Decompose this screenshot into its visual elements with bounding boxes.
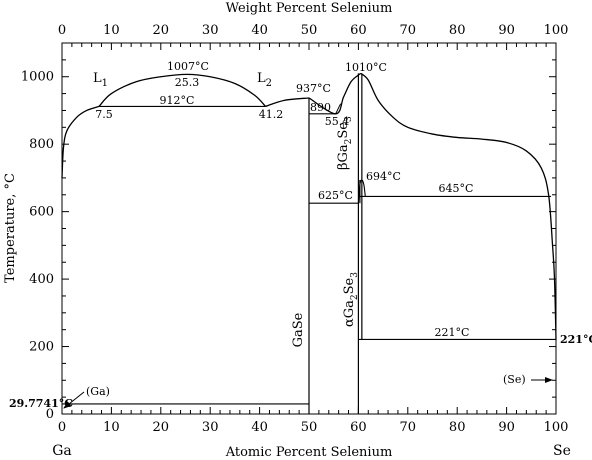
liquidus-curve [360,72,557,340]
ann-890: 890 [310,101,331,114]
ann-937: 937°C [296,82,331,95]
y-axis-title: Temperature, °C [3,173,18,283]
liquidus-curve [61,105,100,178]
label-ga-phase: (Ga) [86,385,110,398]
transition-loop [357,179,366,204]
x-top-tick-label: 0 [58,23,66,38]
ann-29-7741: 29.7741°C [9,397,73,410]
x-top-tick-label: 90 [498,23,515,38]
ann-41-2: 41.2 [259,108,284,121]
compound-lines [308,73,366,414]
x-bottom-tick-label: 100 [544,420,569,435]
x-bottom-tick-label: 50 [301,420,318,435]
x-bottom-tick-label: 80 [449,420,466,435]
liquidus-curve [265,97,310,108]
x-bottom-tick-label: 20 [153,420,170,435]
label-se-phase: (Se) [503,373,526,386]
ann-645: 645°C [439,182,474,195]
ann-694: 694°C [366,170,401,183]
x-bottom-tick-label: 90 [498,420,515,435]
ann-912: 912°C [160,94,195,107]
tick-marks [61,42,557,415]
x-bottom-tick-label: 70 [400,420,417,435]
ann-1007: 1007°C [167,60,209,73]
liquidus-curve [98,73,267,107]
x-top-tick-label: 100 [544,23,569,38]
y-tick-label: 400 [29,272,54,287]
right-element-label: Se [553,443,571,459]
x-top-tick-label: 50 [301,23,318,38]
ann-25-3: 25.3 [175,76,200,89]
label-L2: L2 [257,71,272,89]
x-top-tick-label: 10 [103,23,120,38]
x-top-tick-label: 80 [449,23,466,38]
label-beta-ga2se3: βGa2Se3 [336,116,354,170]
x-top-tick-label: 30 [202,23,219,38]
bottom-axis-title: Atomic Percent Selenium [225,445,393,460]
x-top-tick-label: 40 [251,23,268,38]
top-tick-labels: 0 10 20 30 40 50 60 70 80 90 100 [58,23,569,38]
label-gase: GaSe [291,312,306,347]
x-top-tick-label: 60 [350,23,367,38]
x-bottom-tick-label: 0 [58,420,66,435]
ann-221-right: 221°C [560,333,592,346]
left-element-label: Ga [52,443,72,459]
y-tick-labels: 0 200 400 600 800 1000 [21,70,54,422]
y-tick-label: 800 [29,137,54,152]
label-L1: L1 [93,71,108,89]
y-tick-label: 600 [29,205,54,220]
x-bottom-tick-label: 10 [103,420,120,435]
y-tick-label: 0 [46,407,54,422]
ann-1010: 1010°C [345,61,387,74]
y-tick-label: 1000 [21,70,54,85]
ga-arrow [63,391,85,409]
ann-625: 625°C [318,189,353,202]
ann-7-5: 7.5 [95,108,113,121]
ann-221: 221°C [435,326,470,339]
top-axis-title: Weight Percent Selenium [226,1,393,16]
y-tick-label: 200 [29,340,54,355]
x-bottom-tick-label: 60 [350,420,367,435]
bottom-tick-labels: 0 10 20 30 40 50 60 70 80 90 100 [58,420,569,435]
x-bottom-tick-label: 40 [251,420,268,435]
x-top-tick-label: 20 [153,23,170,38]
ann-55-4: 55.4 [325,115,350,128]
label-alpha-ga2se3: αGa2Se3 [342,272,360,327]
liquidus-kink [335,103,342,115]
x-bottom-tick-label: 30 [202,420,219,435]
x-top-tick-label: 70 [400,23,417,38]
